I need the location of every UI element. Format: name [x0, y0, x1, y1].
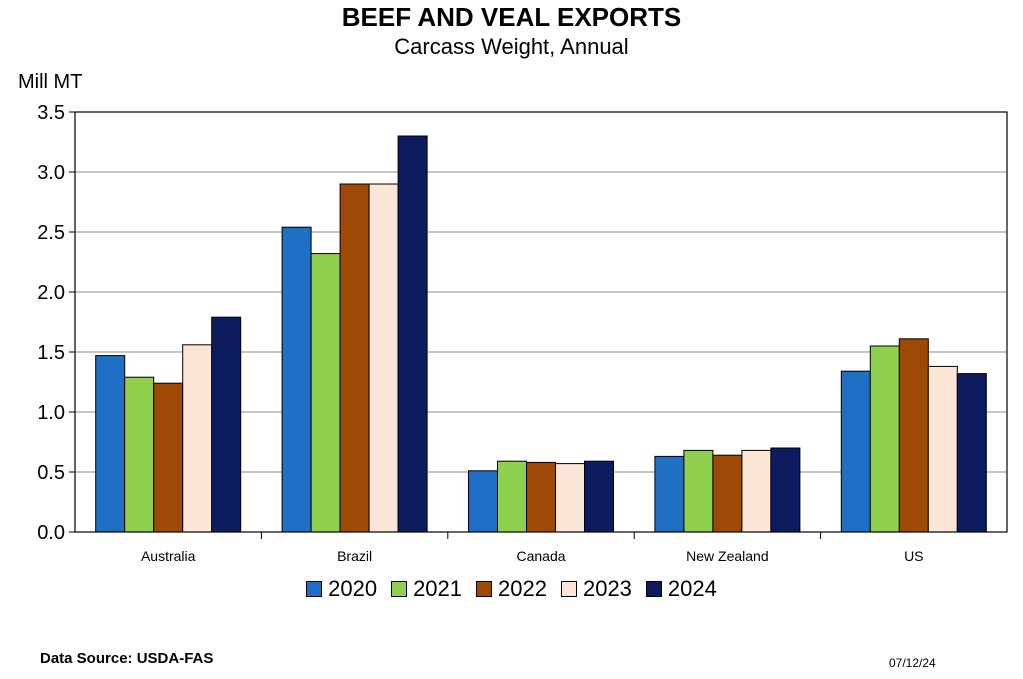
y-tick-label: 3.5 [37, 102, 65, 124]
bars [95, 135, 987, 533]
y-tick-label: 3.0 [37, 162, 65, 184]
chart-subtitle: Carcass Weight, Annual [394, 34, 629, 59]
legend-label: 2024 [667, 576, 717, 601]
legend-swatch [645, 581, 662, 597]
chart-title: BEEF AND VEAL EXPORTS [341, 2, 682, 32]
x-tick-label: US [904, 548, 923, 564]
legend: 2020 2021 2022 2023 2024 [0, 576, 1023, 602]
bar-2021-new-zealand [683, 449, 714, 533]
legend-item-2020: 2020 [306, 576, 377, 602]
bar-2024-us [956, 373, 987, 533]
bar-2024-australia [211, 316, 242, 533]
legend-label: 2021 [413, 576, 463, 601]
bar-2020-australia [95, 355, 126, 533]
bar-2022-canada [526, 461, 556, 533]
bar-2020-us [840, 370, 871, 533]
bar-2021-brazil [310, 253, 341, 533]
bar-2024-brazil [397, 135, 428, 533]
bar-2021-australia [124, 376, 155, 533]
y-tick-label: 2.5 [37, 222, 65, 244]
legend-swatch [306, 581, 323, 597]
bar-2020-canada [468, 470, 498, 533]
x-tick-label: Canada [516, 548, 565, 564]
y-tick-label: 0.0 [37, 522, 65, 544]
bar-2023-brazil [368, 183, 399, 533]
bar-2022-brazil [339, 183, 370, 533]
legend-label: 2022 [498, 576, 547, 601]
x-tick-label: Australia [141, 548, 196, 564]
y-tick-label: 1.0 [37, 402, 65, 424]
bar-chart: 0.0 0.5 1.0 1.5 2.0 2.5 3.0 3.5 Australia Brazil C… [37, 102, 1008, 564]
x-tick-label: New Zealand [686, 548, 769, 564]
bar-2020-new-zealand [654, 455, 685, 533]
bar-2021-us [869, 345, 900, 533]
axes: 0.0 0.5 1.0 1.5 2.0 2.5 3.0 3.5 Australia Brazil C… [37, 102, 1008, 564]
bar-2022-us [898, 338, 929, 533]
legend-item-2024: 2024 [645, 576, 717, 602]
legend-item-2023: 2023 [560, 576, 632, 602]
legend-item-2021: 2021 [391, 576, 462, 602]
chart-date: 07/12/24 [889, 656, 936, 670]
legend-swatch [560, 581, 577, 597]
legend-label: 2020 [328, 576, 378, 601]
bar-2023-us [927, 365, 958, 533]
bar-2024-new-zealand [770, 447, 801, 533]
bar-2023-australia [182, 344, 213, 533]
bar-2024-canada [584, 460, 614, 533]
legend-swatch [476, 581, 493, 597]
legend-item-2022: 2022 [476, 576, 547, 602]
data-source: Data Source: USDA-FAS [40, 650, 214, 667]
bar-2022-australia [153, 382, 184, 533]
legend-label: 2023 [582, 576, 632, 601]
bar-2020-brazil [281, 226, 312, 533]
y-tick-label: 1.5 [37, 342, 65, 364]
bar-2021-canada [497, 460, 527, 533]
bar-2023-new-zealand [741, 449, 772, 533]
plot-area [74, 111, 1008, 533]
bar-2023-canada [555, 463, 585, 533]
x-tick-label: Brazil [337, 548, 372, 564]
y-axis-label: Mill MT [18, 71, 83, 93]
y-tick-label: 0.5 [37, 462, 65, 484]
y-tick-label: 2.0 [37, 282, 65, 304]
bar-2022-new-zealand [712, 454, 743, 533]
legend-swatch [391, 581, 408, 597]
